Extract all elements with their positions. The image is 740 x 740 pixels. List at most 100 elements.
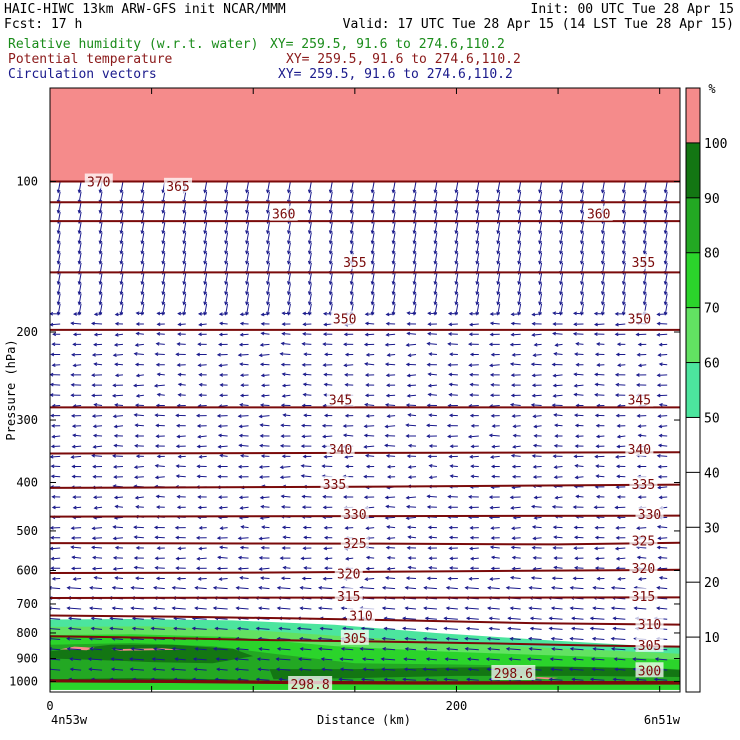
wind-vector-head	[382, 647, 387, 651]
wind-vector	[345, 455, 354, 458]
wind-vector-head	[301, 576, 306, 581]
wind-vector	[260, 343, 270, 346]
wind-vector-head	[134, 434, 139, 438]
wind-vector	[539, 242, 543, 254]
y-tick-label-200: 200	[16, 325, 38, 339]
wind-vector-head	[580, 291, 584, 296]
wind-vector-head	[402, 677, 407, 682]
wind-vector	[590, 617, 605, 620]
wind-vector-head	[66, 585, 71, 590]
wind-vector-head	[177, 454, 182, 459]
wind-vector	[408, 354, 417, 357]
wind-vector-head	[161, 240, 166, 245]
wind-vector	[89, 607, 103, 610]
wind-vector	[434, 293, 438, 305]
wind-vector-head	[574, 352, 579, 356]
wind-vector-head	[391, 311, 396, 316]
wind-vector	[329, 252, 333, 264]
wind-vector	[346, 557, 354, 560]
wind-vector-head	[530, 362, 535, 367]
wind-vector	[141, 303, 145, 315]
wind-vector-head	[70, 526, 75, 530]
wind-vector-head	[496, 240, 501, 245]
wind-vector	[554, 536, 563, 539]
wind-vector	[135, 424, 144, 427]
wind-vector-head	[385, 373, 390, 378]
wind-vector-head	[362, 667, 367, 672]
wind-vector	[424, 648, 437, 651]
theta-label-bg	[164, 177, 193, 193]
wind-vector-head	[511, 464, 516, 469]
wind-vector-head	[91, 566, 96, 571]
wind-vector	[386, 455, 396, 457]
theta-label-bg	[635, 662, 664, 678]
wind-vector	[555, 424, 563, 427]
wind-vector-head	[135, 505, 140, 509]
wind-vector-head	[386, 474, 391, 479]
wind-vector-head	[51, 495, 56, 499]
wind-vector	[141, 273, 145, 285]
wind-vector-head	[240, 525, 245, 529]
wind-vector	[489, 627, 500, 630]
wind-vector-head	[175, 566, 180, 570]
wind-vector-head	[572, 657, 577, 662]
wind-vector	[490, 506, 500, 509]
wind-vector-head	[98, 250, 103, 255]
wind-vector-head	[133, 535, 138, 540]
wind-vector-head	[559, 240, 563, 245]
wind-vector	[497, 303, 501, 315]
wind-vector-head	[621, 240, 626, 245]
wind-vector	[532, 374, 542, 377]
wind-vector-head	[112, 454, 116, 458]
theta-label-bg	[269, 205, 298, 221]
wind-vector-head	[445, 606, 450, 611]
wind-vector-head	[595, 474, 600, 479]
wind-vector-head	[489, 332, 494, 337]
wind-vector-head	[282, 413, 287, 418]
wind-vector	[469, 323, 479, 326]
wind-vector-head	[615, 485, 620, 489]
wind-vector-head	[307, 291, 312, 296]
theta-label-370: 370	[87, 176, 110, 191]
wind-vector-head	[642, 301, 647, 306]
wind-vector-head	[299, 586, 304, 590]
wind-vector-head	[300, 556, 305, 561]
wind-vector	[658, 567, 668, 570]
wind-vector-head	[658, 433, 663, 438]
wind-vector-head	[658, 576, 663, 580]
wind-vector-head	[621, 250, 626, 255]
colorbar-label-80: 80	[704, 247, 720, 262]
wind-vector	[308, 303, 312, 315]
wind-vector-head	[554, 343, 559, 347]
wind-vector	[510, 404, 521, 406]
wind-vector-head	[448, 382, 453, 387]
wind-vector-head	[171, 606, 176, 611]
wind-vector-head	[91, 536, 96, 541]
wind-vector	[468, 435, 479, 438]
wind-vector-head	[177, 311, 182, 316]
wind-vector-head	[224, 230, 228, 235]
wind-vector-head	[490, 526, 495, 530]
wind-vector	[657, 587, 668, 590]
wind-vector	[659, 404, 668, 406]
wind-vector-head	[613, 657, 618, 661]
wind-vector-head	[475, 311, 480, 316]
wind-vector-head	[98, 230, 103, 235]
wind-vector-head	[322, 494, 327, 499]
wind-vector	[590, 678, 605, 681]
wind-vector-head	[282, 565, 287, 570]
wind-vector	[366, 556, 375, 559]
wind-vector-head	[656, 383, 661, 388]
wind-vector-head	[454, 281, 459, 286]
wind-vector	[225, 303, 229, 315]
wind-vector-head	[591, 636, 596, 641]
wind-vector-head	[532, 536, 537, 541]
wind-vector	[94, 577, 103, 579]
wind-vector	[592, 638, 605, 641]
wind-vector	[614, 658, 626, 661]
wind-vector-head	[615, 556, 620, 561]
wind-vector-head	[433, 281, 438, 286]
wind-vector-head	[349, 230, 354, 235]
wind-vector-head	[575, 341, 580, 346]
theta-label-bg	[629, 476, 658, 492]
